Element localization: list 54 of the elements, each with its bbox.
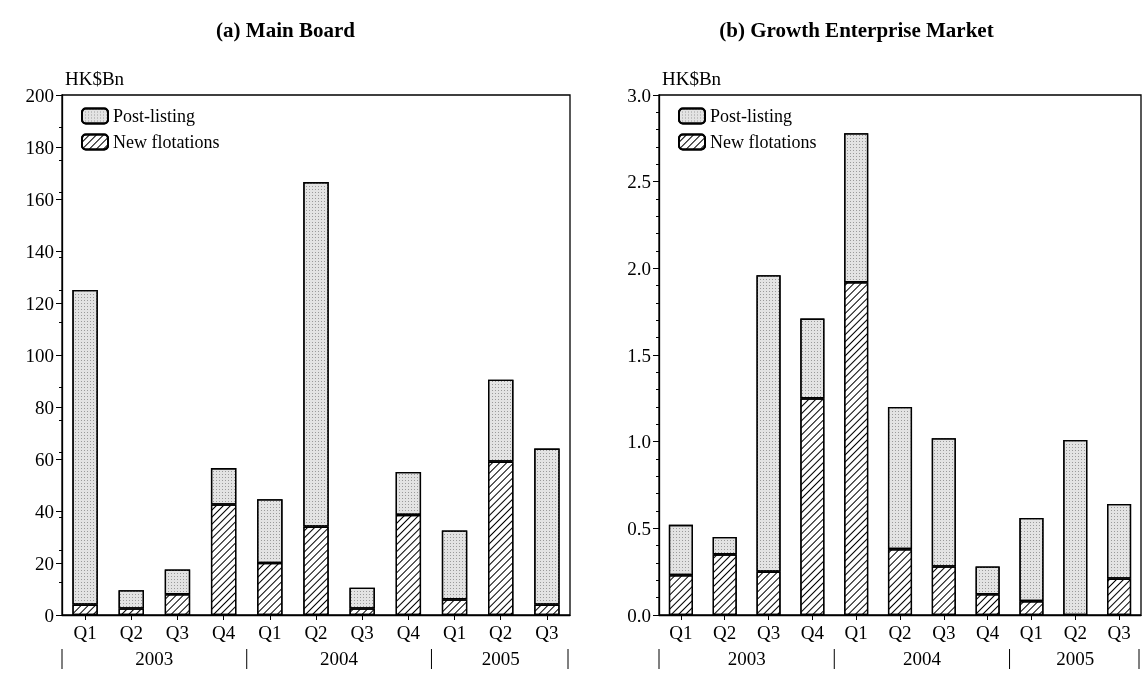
x-tick-label: Q2 (888, 622, 912, 643)
y-tick-label: 0 (44, 604, 54, 626)
x-tick-label: Q1 (258, 622, 282, 643)
x-tick-label: Q2 (1063, 622, 1087, 643)
x-tick-label: Q3 (1107, 622, 1131, 643)
y-tick-label: 160 (25, 188, 54, 210)
x-tick-label: Q4 (800, 622, 825, 643)
text: 2004 (902, 648, 942, 669)
text: 2003 (727, 648, 766, 669)
y-tick-label: 200 (25, 84, 54, 106)
y-tick-label: 100 (25, 344, 54, 366)
x-tick-label: Q2 (119, 622, 143, 643)
x-tick-label: Q3 (165, 622, 190, 643)
y-tick-label: 2.5 (627, 171, 651, 193)
text: 2004 (320, 648, 359, 669)
x-tick-label: Q3 (756, 622, 781, 643)
y-tick-label: 0.0 (627, 604, 651, 626)
y-tick-label: 0.5 (627, 517, 651, 539)
text: 2003 (135, 648, 174, 669)
x-tick-label: Q2 (489, 622, 513, 643)
legend-label: Post-listing (710, 106, 793, 126)
x-tick-label: Q1 (844, 622, 868, 643)
y-tick-label: 40 (35, 500, 54, 522)
x-tick-label: Q4 (396, 622, 421, 643)
y-tick-label: 120 (25, 292, 54, 314)
legend-label: New flotations (113, 132, 220, 152)
legend-label: New flotations (710, 132, 817, 152)
y-tick-label: 80 (35, 396, 54, 418)
chart-title: (b) Growth Enterprise Market (719, 17, 994, 42)
text: 2005 (481, 648, 520, 669)
text: 2005 (1056, 648, 1095, 669)
x-tick-label: Q1 (442, 622, 467, 643)
x-tick-label: Q1 (73, 622, 97, 643)
chart-title: (a) Main Board (216, 17, 356, 42)
x-tick-label: Q2 (713, 622, 737, 643)
y-tick-label: 60 (35, 448, 54, 470)
y-axis-title: HK$Bn (662, 68, 722, 89)
legend-label: Post-listing (113, 106, 196, 126)
y-tick-label: 2.0 (627, 257, 651, 279)
x-tick-label: Q4 (212, 622, 236, 643)
y-tick-label: 20 (35, 552, 54, 574)
y-tick-label: 180 (25, 136, 54, 158)
x-tick-label: Q1 (669, 622, 693, 643)
y-tick-label: 1.5 (627, 344, 651, 366)
x-tick-label: Q3 (932, 622, 956, 643)
y-tick-label: 1.0 (627, 431, 651, 453)
x-tick-label: Q4 (976, 622, 1000, 643)
x-tick-label: Q3 (535, 622, 559, 643)
x-tick-label: Q2 (304, 622, 328, 643)
x-tick-label: Q3 (350, 622, 374, 643)
x-tick-label: Q1 (1019, 622, 1044, 643)
y-axis-title: HK$Bn (65, 68, 125, 89)
y-tick-label: 140 (25, 240, 54, 262)
y-tick-label: 3.0 (627, 84, 651, 106)
